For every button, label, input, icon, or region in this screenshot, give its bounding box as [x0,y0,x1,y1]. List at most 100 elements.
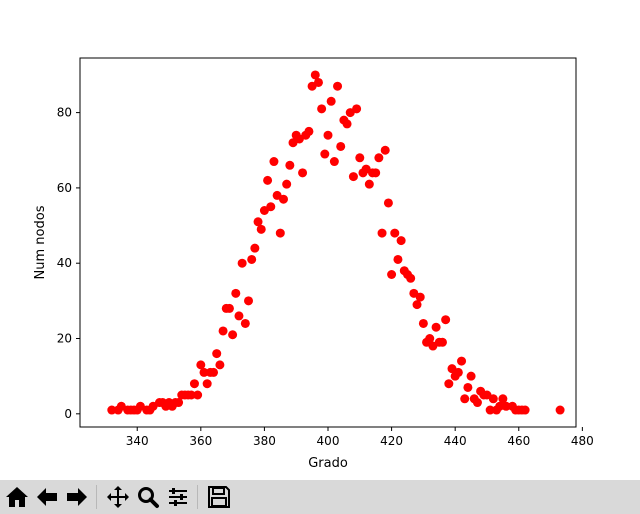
x-tick-label: 440 [444,434,467,448]
data-point [244,296,254,306]
home-icon [5,487,28,507]
data-point [377,228,387,238]
data-point [425,334,435,344]
x-tick-label: 460 [507,434,530,448]
data-point [457,356,467,366]
y-tick-label: 0 [64,407,72,421]
save-button[interactable] [205,484,232,511]
data-point [396,236,406,246]
data-point [393,254,403,264]
data-point [333,81,343,91]
data-point [463,382,473,392]
data-point [228,330,238,340]
data-point [237,258,247,268]
data-point [415,292,425,302]
data-point [231,288,241,298]
data-point [383,198,393,208]
pan-button[interactable] [104,484,131,511]
data-point [320,149,330,159]
data-point [285,160,295,170]
x-tick-label: 400 [317,434,340,448]
data-point [453,367,463,377]
x-tick-label: 340 [126,434,149,448]
data-point [437,337,447,347]
data-point [247,254,257,264]
x-tick-label: 420 [380,434,403,448]
magnifier-icon [137,487,159,508]
configure-subplots-button[interactable] [164,484,191,511]
data-point [240,318,250,328]
y-tick-label: 40 [57,256,72,270]
data-point [406,273,416,283]
data-point [501,401,511,411]
sliders-icon [168,488,187,506]
data-point [250,243,260,253]
data-points [107,70,565,415]
data-point [298,168,308,178]
data-point [412,300,422,310]
data-point [371,168,381,178]
data-point [218,326,228,336]
data-point [196,360,206,370]
data-point [348,172,358,182]
figure-canvas: 340 360 380 400 420 440 460 480 0 20 40 60 80 Grado… [0,0,640,480]
data-point [431,322,441,332]
data-point [472,398,482,408]
data-point [498,394,508,404]
data-point [275,228,285,238]
x-tick-label: 480 [571,434,594,448]
data-point [174,398,184,408]
back-button[interactable] [33,484,60,511]
y-tick-label: 20 [57,332,72,346]
data-point [520,405,530,415]
data-point [444,379,454,389]
data-point [282,179,292,189]
data-point [374,153,384,163]
zoom-button[interactable] [134,484,161,511]
data-point [380,145,390,155]
data-point [390,228,400,238]
data-point [193,390,203,400]
x-tick-label: 360 [189,434,212,448]
data-point [212,349,222,359]
y-tick-label: 80 [57,106,72,120]
y-axis-label: Num nodos [33,205,48,279]
data-point [186,390,196,400]
data-point [460,394,470,404]
x-axis-label: Grado [308,456,348,471]
data-point [495,401,505,411]
data-point [263,175,273,185]
data-point [555,405,565,415]
figure-background [0,0,640,480]
arrow-left-icon [36,488,57,506]
data-point [266,202,276,212]
data-point [364,179,374,189]
data-point [269,157,279,167]
data-point [326,96,336,106]
data-point [234,311,244,321]
scatter-plot: 340 360 380 400 420 440 460 480 0 20 40 60 80 Grado… [0,0,640,480]
data-point [323,130,333,140]
y-axis-ticks: 0 20 40 60 80 [57,106,80,421]
data-point [189,379,199,389]
x-axis-ticks: 340 360 380 400 420 440 460 480 [126,427,594,448]
axes-frame [79,57,577,428]
data-point [310,70,320,80]
data-point [466,371,476,381]
data-point [107,405,117,415]
navigation-toolbar [0,480,640,514]
data-point [304,126,314,136]
arrow-right-icon [66,488,87,506]
y-tick-label: 60 [57,181,72,195]
data-point [488,394,498,404]
data-point [336,141,346,151]
home-button[interactable] [3,484,30,511]
data-point [202,379,212,389]
forward-button[interactable] [63,484,90,511]
data-point [418,318,428,328]
data-point [199,367,209,377]
toolbar-separator [96,485,97,509]
data-point [215,360,225,370]
toolbar-separator [197,485,198,509]
data-point [313,77,323,87]
